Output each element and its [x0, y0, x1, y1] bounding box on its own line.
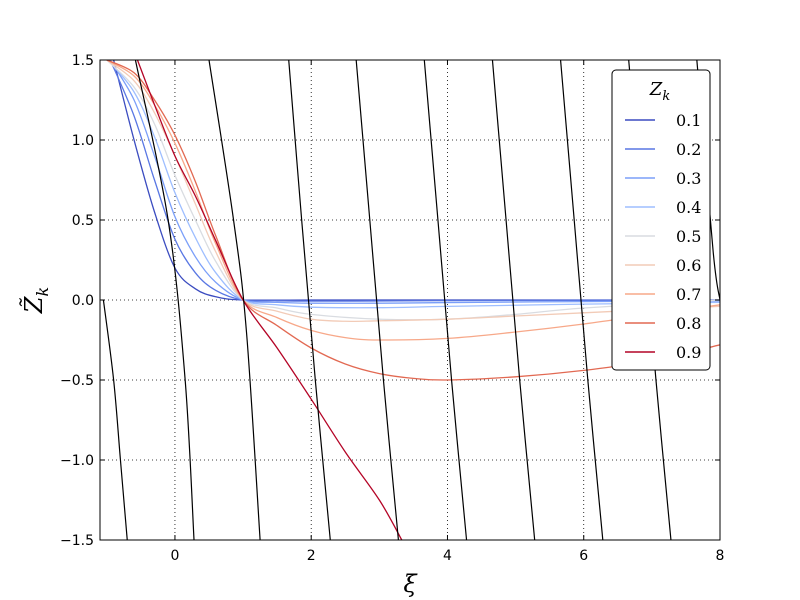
legend-label: 0.1: [676, 111, 701, 130]
black-curve: [423, 60, 468, 540]
y-axis-title-subscript: k: [33, 287, 52, 297]
x-tick-label: 0: [170, 548, 179, 564]
legend-title-main: Z: [649, 79, 663, 100]
legend-label: 0.7: [676, 285, 701, 304]
legend-label: 0.2: [676, 140, 701, 159]
legend-label: 0.8: [676, 314, 701, 333]
legend-label: 0.5: [676, 227, 701, 246]
y-tick-label: 0.5: [72, 213, 94, 229]
y-axis-title: Z̃k: [20, 287, 52, 314]
black-curve: [491, 60, 536, 540]
black-curve: [355, 60, 400, 540]
x-tick-label: 6: [579, 548, 588, 564]
y-axis-title-group: Z̃k: [20, 287, 52, 314]
black-curve: [102, 299, 128, 540]
series-line-0.7: [106, 60, 720, 341]
y-tick-label: 0.0: [72, 293, 94, 309]
legend-label: 0.9: [676, 343, 701, 362]
black-curve: [134, 60, 195, 540]
x-tick-label: 2: [307, 548, 316, 564]
series-line-0.5: [106, 60, 720, 321]
y-tick-label: −0.5: [60, 373, 94, 389]
x-tick-label: 4: [443, 548, 452, 564]
ticks: 0 2 4 6 8 −1.5 −1.0 −0.5 0.0 0.5 1.0 1.5: [60, 53, 724, 564]
x-axis-title: ξ: [403, 570, 418, 598]
series-line-0.4: [107, 60, 720, 309]
black-curve: [288, 60, 331, 540]
black-curve: [559, 60, 604, 540]
legend: Zk 0.1 0.2 0.3 0.4 0.5 0.6 0.7 0.8 0.9: [611, 69, 711, 371]
black-curve: [208, 60, 261, 540]
x-tick-label: 8: [716, 548, 725, 564]
legend-label: 0.3: [676, 169, 701, 188]
legend-entries: 0.1 0.2 0.3 0.4 0.5 0.6 0.7 0.8 0.9: [625, 111, 701, 362]
legend-title: Zk: [649, 79, 671, 104]
series-line-0.2: [109, 60, 720, 302]
series-line-0.3: [109, 60, 720, 304]
legend-label: 0.6: [676, 256, 701, 275]
series-line-0.8: [106, 60, 720, 381]
legend-title-subscript: k: [662, 89, 670, 104]
y-tick-label: 1.0: [72, 133, 94, 149]
y-tick-label: −1.0: [60, 453, 94, 469]
legend-label: 0.4: [676, 198, 701, 217]
y-axis-title-main: Z̃: [20, 295, 48, 314]
y-tick-label: 1.5: [72, 53, 94, 69]
legend-box: [611, 69, 711, 371]
y-tick-label: −1.5: [60, 533, 94, 549]
